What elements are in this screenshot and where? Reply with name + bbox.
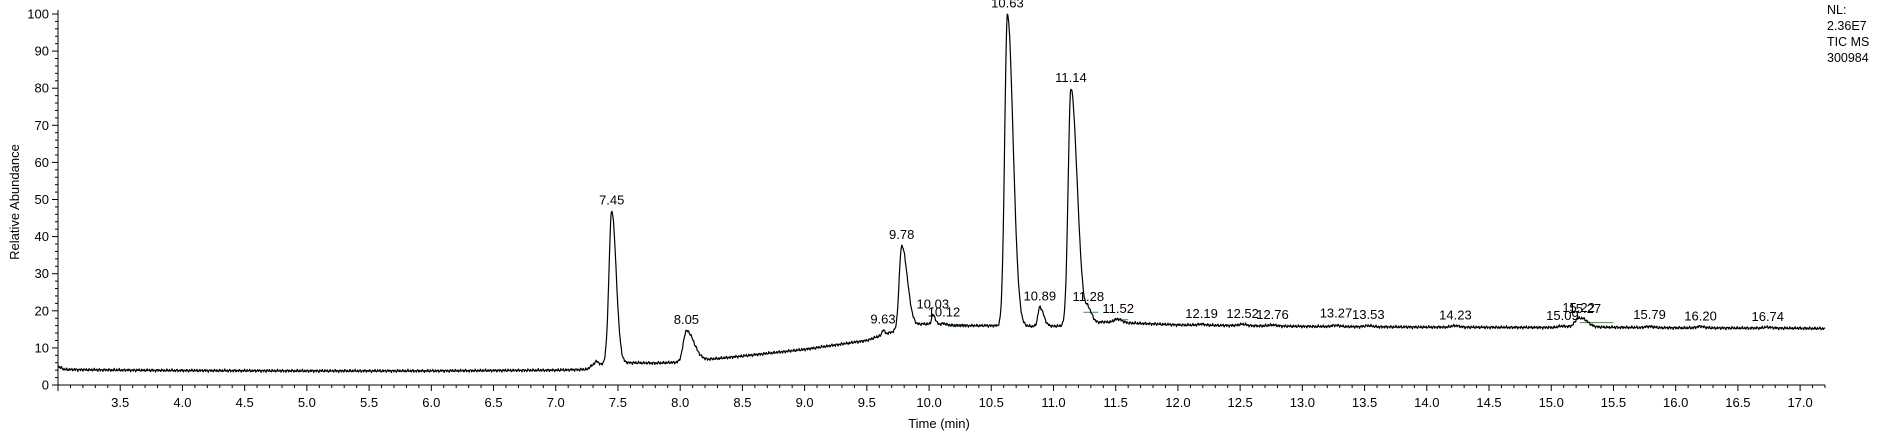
info-line-3: TIC MS	[1827, 35, 1870, 49]
y-tick-label: 50	[35, 192, 49, 207]
y-tick-label: 80	[35, 81, 49, 96]
peak-label: 14.23	[1439, 308, 1472, 323]
peak-label: 9.63	[870, 312, 895, 327]
peak-label: 12.19	[1185, 306, 1218, 321]
x-tick-label: 17.0	[1787, 395, 1812, 410]
info-line-1: NL:	[1827, 3, 1847, 17]
axes	[57, 10, 1825, 386]
peak-label: 15.22	[1562, 300, 1595, 315]
info-box: NL: 2.36E7 TIC MS 300984	[1827, 2, 1869, 66]
peak-label: 12.76	[1256, 307, 1289, 322]
x-tick-label: 15.0	[1539, 395, 1564, 410]
x-tick-label: 16.0	[1663, 395, 1688, 410]
peak-label: 8.05	[674, 312, 699, 327]
x-tick-label: 7.5	[609, 395, 627, 410]
x-tick-label: 7.0	[547, 395, 565, 410]
x-tick-label: 16.5	[1725, 395, 1750, 410]
x-tick-label: 4.0	[173, 395, 191, 410]
x-tick-label: 9.5	[858, 395, 876, 410]
peak-label: 15.09	[1546, 308, 1579, 323]
peak-label: 16.20	[1684, 308, 1717, 323]
x-tick-label: 9.0	[796, 395, 814, 410]
peak-label: 9.78	[889, 227, 914, 242]
y-tick-label: 20	[35, 303, 49, 318]
x-tick-label: 10.0	[916, 395, 941, 410]
x-tick-label: 6.0	[422, 395, 440, 410]
peak-label: 7.45	[599, 193, 624, 208]
peak-label: 11.28	[1073, 289, 1105, 304]
ticks: 3.5 4.0 4.5 5.0 5.5 6.0 6.5 7.0 7.5 8.0 8.5 9.0 9.5 1…	[27, 7, 1826, 410]
peak-label: 10.12	[928, 305, 961, 320]
trace-series	[57, 13, 1826, 374]
x-axis-title: Time (min)	[908, 416, 970, 431]
peak-label: 10.63	[991, 0, 1024, 10]
peak-label: 15.79	[1633, 307, 1666, 322]
y-tick-label: 70	[35, 118, 49, 133]
x-tick-label: 4.5	[236, 395, 254, 410]
info-line-2: 2.36E7	[1827, 19, 1867, 33]
peak-label: 11.14	[1055, 70, 1087, 85]
peak-label: 15.27	[1569, 301, 1602, 316]
y-tick-label: 100	[27, 7, 49, 22]
x-tick-label: 11.0	[1041, 395, 1065, 410]
peak-label: 13.27	[1320, 306, 1353, 321]
x-tick-label: 14.5	[1476, 395, 1501, 410]
peak-label: 16.74	[1751, 309, 1784, 324]
x-tick-label: 14.0	[1414, 395, 1439, 410]
x-tick-label: 12.0	[1165, 395, 1190, 410]
y-axis-title: Relative Abundance	[7, 144, 22, 260]
x-tick-label: 8.0	[671, 395, 689, 410]
x-tick-label: 12.5	[1227, 395, 1252, 410]
x-tick-label: 3.5	[111, 395, 129, 410]
x-tick-label: 8.5	[733, 395, 751, 410]
peak-label: 10.89	[1024, 288, 1057, 303]
y-tick-label: 10	[35, 340, 49, 355]
y-tick-label: 90	[35, 44, 49, 59]
peak-label: 13.53	[1352, 307, 1385, 322]
x-tick-label: 5.0	[298, 395, 316, 410]
y-tick-label: 60	[35, 155, 49, 170]
peak-label: 11.52	[1102, 301, 1134, 316]
info-line-4: 300984	[1827, 51, 1869, 65]
x-tick-label: 6.5	[484, 395, 502, 410]
x-tick-label: 11.5	[1104, 395, 1128, 410]
y-tick-label: 40	[35, 229, 49, 244]
y-tick-label: 0	[42, 378, 49, 393]
x-tick-label: 13.0	[1290, 395, 1315, 410]
peak-label: 12.52	[1226, 306, 1259, 321]
x-tick-label: 13.5	[1352, 395, 1377, 410]
x-tick-label: 10.5	[979, 395, 1004, 410]
peak-label: 10.03	[917, 297, 950, 312]
x-tick-label: 5.5	[360, 395, 378, 410]
x-tick-label: 15.5	[1601, 395, 1626, 410]
trace-line	[57, 13, 1826, 374]
y-tick-label: 30	[35, 266, 49, 281]
